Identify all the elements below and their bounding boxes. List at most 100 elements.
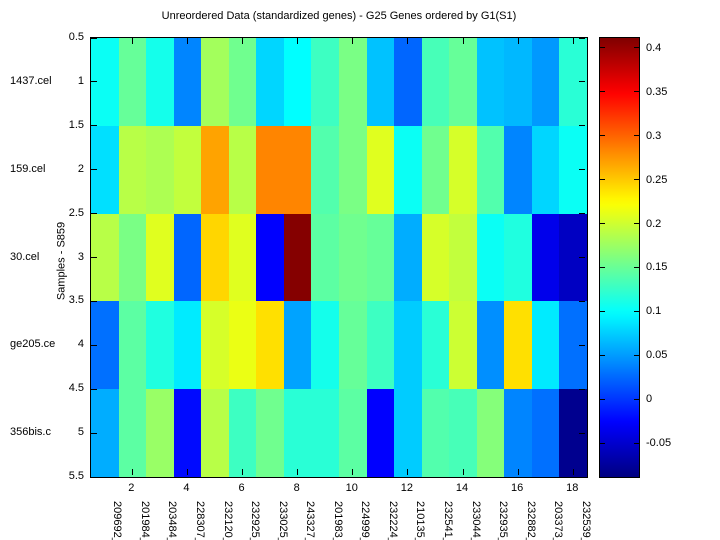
gene-label-text: 243327_ [304, 501, 317, 540]
colorbar-tick-left [600, 354, 605, 356]
x-axis-tick-top [297, 38, 299, 44]
heatmap-cell-r4-c16 [504, 301, 533, 390]
x-axis-tick-bottom [186, 469, 188, 475]
gene-label-text: 232882_ [524, 501, 537, 540]
heatmap-cell-r3-c4 [173, 213, 202, 302]
y-axis-tick-left [91, 169, 97, 171]
sample-label: 1437.cel [10, 74, 52, 87]
heatmap-cell-r1-c2 [118, 38, 147, 127]
heatmap-cell-r3-c13 [421, 213, 450, 302]
heatmap-cell-r3-c15 [476, 213, 505, 302]
heatmap-cell-r3-c16 [504, 213, 533, 302]
colorbar-tick-right [634, 266, 639, 268]
chart-title: Unreordered Data (standardized genes) - … [161, 10, 517, 22]
gene-label-text: 232925_ [249, 501, 262, 540]
colorbar-tick-right [634, 179, 639, 181]
heatmap-cell-r3-c6 [228, 213, 257, 302]
y-axis-tick-right [579, 125, 585, 127]
colorbar-tick-left [600, 135, 605, 137]
y-axis-tick-label: 4 [77, 338, 84, 351]
heatmap-cell-r1-c5 [201, 38, 230, 127]
heatmap-cell-r1-c14 [449, 38, 478, 127]
heatmap-cell-r2-c12 [394, 125, 423, 215]
heatmap-cell-r5-c7 [256, 389, 285, 477]
x-axis-tick-label: 8 [293, 482, 300, 494]
x-axis-tick-bottom [572, 469, 574, 475]
x-axis-tick-bottom [352, 469, 354, 475]
y-axis-tick-left [91, 432, 97, 434]
colorbar-tick-label: 0.05 [646, 349, 668, 362]
colorbar-tick-label: 0.1 [646, 305, 662, 318]
x-axis-tick-top [186, 38, 188, 44]
heatmap-cell-r1-c8 [283, 38, 313, 127]
heatmap-cell-r3-c2 [118, 213, 147, 302]
colorbar-tick-right [634, 354, 639, 356]
heatmap-cell-r1-c7 [256, 38, 285, 127]
heatmap-cell-r2-c15 [476, 125, 505, 215]
gene-label-text: 201983_ [331, 501, 344, 540]
y-axis-tick-right [579, 213, 585, 215]
heatmap-cell-r5-c9 [311, 389, 340, 477]
heatmap-plot-area [90, 37, 588, 478]
x-axis-tick-top [517, 38, 519, 44]
heatmap-cell-r2-c14 [449, 125, 478, 215]
heatmap-cell-r4-c2 [118, 301, 147, 390]
y-axis-tick-left [91, 257, 97, 258]
heatmap-cell-r4-c11 [366, 301, 395, 390]
heatmap-cell-r2-c2 [118, 125, 147, 215]
x-axis-tick-label: 18 [566, 482, 579, 494]
gene-label-text: 233025_ [276, 501, 289, 540]
x-axis-tick-top [242, 38, 244, 44]
heatmap-cell-r1-c12 [394, 38, 423, 127]
colorbar [599, 37, 640, 478]
heatmap-cell-r4-c9 [311, 301, 340, 390]
y-axis-tick-right [579, 300, 585, 302]
y-axis-tick-left [91, 344, 97, 346]
heatmap-cell-r1-c17 [531, 38, 561, 127]
colorbar-tick-left [600, 91, 605, 93]
heatmap-cell-r2-c7 [256, 125, 285, 215]
heatmap-cell-r5-c16 [504, 389, 533, 477]
heatmap-cell-r2-c5 [201, 125, 230, 215]
y-axis-tick-right [579, 257, 585, 258]
x-axis-tick-label: 10 [345, 482, 358, 494]
y-axis-tick-left [91, 213, 97, 215]
heatmap-cell-r5-c13 [421, 389, 450, 477]
heatmap-cell-r5-c10 [339, 389, 368, 477]
x-axis-tick-label: 6 [238, 482, 245, 494]
gene-label-text: 232120_ [221, 501, 234, 540]
y-axis-tick-label: 4.5 [68, 382, 84, 395]
y-axis-tick-right [579, 38, 585, 39]
x-axis-tick-bottom [131, 469, 133, 475]
y-axis-tick-label: 2 [77, 162, 84, 175]
gene-label-text: 209692_ [111, 501, 124, 540]
colorbar-tick-label: -0.05 [646, 437, 672, 450]
heatmap-cell-r4-c5 [201, 301, 230, 390]
heatmap-cell-r3-c17 [531, 213, 561, 302]
heatmap-cell-r4-c7 [256, 301, 285, 390]
y-axis-tick-right [579, 169, 585, 171]
heatmap-cell-r5-c5 [201, 389, 230, 477]
heatmap-cell-r1-c15 [476, 38, 505, 127]
y-axis-tick-left [91, 81, 97, 83]
y-axis-tick-left [91, 38, 97, 39]
heatmap-cell-r1-c9 [311, 38, 340, 127]
heatmap-cell-r2-c9 [311, 125, 340, 215]
y-axis-tick-right [579, 344, 585, 346]
x-axis-tick-top [572, 38, 574, 44]
y-axis-tick-right [579, 388, 585, 390]
heatmap-cell-r5-c12 [394, 389, 423, 477]
x-axis-tick-top [352, 38, 354, 44]
heatmap-cell-r1-c3 [146, 38, 175, 127]
sample-label: 30.cel [10, 250, 40, 263]
colorbar-tick-right [634, 223, 639, 225]
y-axis-tick-label: 5.5 [68, 470, 84, 482]
colorbar-tick-label: 0.15 [646, 261, 668, 274]
heatmap-cell-r4-c4 [173, 301, 202, 390]
heatmap-cell-r2-c16 [504, 125, 533, 215]
heatmap-cell-r3-c9 [311, 213, 340, 302]
heatmap-cell-r2-c17 [531, 125, 561, 215]
gene-label-text: 203373_ [552, 501, 565, 540]
y-axis-tick-label: 0.5 [68, 31, 84, 43]
colorbar-tick-right [634, 135, 639, 137]
